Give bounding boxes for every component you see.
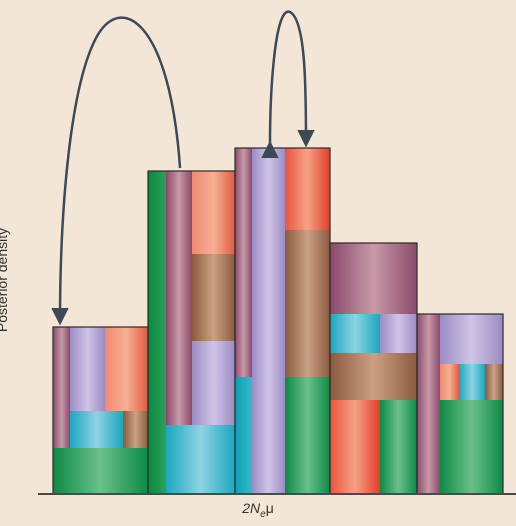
column-2: [147, 170, 236, 495]
x-axis-label-sub: e: [260, 508, 266, 520]
column-5: [416, 313, 504, 495]
x-axis-label: 2Neμ: [0, 500, 516, 520]
arrow-col2-to-col1: [51, 16, 182, 326]
column-4: [329, 242, 418, 495]
y-axis-label: Posterior density: [0, 227, 10, 333]
column-3: [234, 147, 331, 495]
arrow-col3-up-down: [261, 10, 315, 159]
x-axis-label-main: 2N: [242, 500, 261, 516]
x-axis-label-tail: μ: [265, 500, 274, 516]
column-1: [52, 326, 149, 495]
